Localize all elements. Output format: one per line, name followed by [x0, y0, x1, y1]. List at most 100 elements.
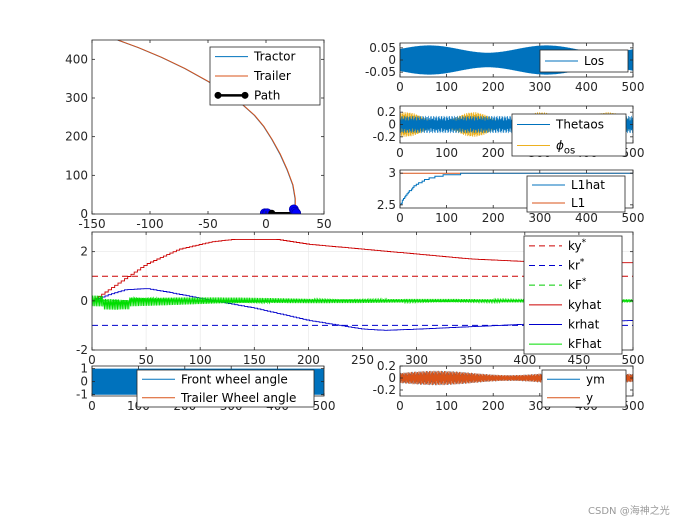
- ym-legend-label: y: [586, 391, 593, 405]
- gains-ytick-label: -2: [76, 343, 88, 357]
- gains-axes: 0 50 100 150 200 250 300 350 400 450 50020-2ky*kr*…: [76, 231, 645, 367]
- ym-axes-box: [399, 365, 634, 397]
- los-ytick-label: 0: [388, 53, 396, 67]
- legend-asterisk: *: [582, 238, 587, 248]
- trajectory-xtick-label: 50: [316, 217, 331, 231]
- trajectory-ytick-label: 0: [80, 207, 88, 221]
- thetaos-xtick-label: 500: [622, 146, 645, 160]
- wheel-legend-label: Trailer Wheel angle: [180, 391, 296, 405]
- vehicle-marker: [291, 208, 302, 214]
- ym-legend: ym y: [541, 369, 627, 408]
- wheel-legend-label: Front wheel angle: [181, 372, 288, 386]
- thetaos-legend-box: [511, 113, 627, 157]
- l1-plot: [400, 172, 633, 206]
- thetaos-ytick-label: 0: [388, 118, 396, 132]
- ym-legend-label: ym: [586, 372, 605, 386]
- gains-xtick-label: 350: [459, 353, 482, 367]
- l1-ytick-label: 3: [388, 166, 396, 180]
- gains-xtick-label: 100: [189, 353, 212, 367]
- ym-ytick-label: -0.2: [373, 383, 396, 397]
- l1-xtick-label: 400: [575, 211, 598, 225]
- trajectory-ytick-label: 200: [65, 130, 88, 144]
- l1-legend-label: L1: [571, 196, 585, 210]
- gains-axes-box: [91, 231, 634, 351]
- los-xtick-label: 0: [396, 80, 404, 94]
- trajectory-ytick-label: 100: [65, 168, 88, 182]
- l1-ytick-label: 2.5: [377, 198, 396, 212]
- los-axes-box: [399, 42, 634, 78]
- gains-xtick-label: 300: [405, 353, 428, 367]
- ym-ytick-label: 0: [388, 371, 396, 385]
- path-marker: [268, 209, 276, 214]
- path-legend-marker: [241, 91, 249, 99]
- gains-xtick-label: 500: [622, 353, 645, 367]
- los-ytick-label: 0.05: [369, 41, 396, 55]
- trajectory-xtick-label: -150: [78, 217, 105, 231]
- los-xtick-label: 200: [482, 80, 505, 94]
- l1-xtick-label: 500: [622, 211, 645, 225]
- los-legend-label: Los: [584, 54, 604, 68]
- l1-legend: L1hat L1: [526, 175, 626, 213]
- l1-xtick-label: 200: [482, 211, 505, 225]
- gains-xtick-label: 200: [297, 353, 320, 367]
- thetaos-xtick-label: 0: [396, 146, 404, 160]
- l1-axes-box: [399, 169, 634, 209]
- los-legend-box: [539, 49, 629, 73]
- gains-legend-box: [523, 235, 623, 355]
- gains-legend-label: krhat: [568, 318, 600, 332]
- legend-asterisk: *: [582, 277, 587, 287]
- thetaos-legend-label: Thetaos: [555, 118, 604, 132]
- ym-xtick-label: 500: [622, 399, 645, 413]
- trajectory-ytick-label: 400: [65, 52, 88, 66]
- thetaos-xtick-label: 200: [482, 146, 505, 160]
- l1-xtick-label: 300: [528, 211, 551, 225]
- trajectory-ytick-label: 300: [65, 91, 88, 105]
- l1-xtick-label: 100: [435, 211, 458, 225]
- trailer-trajectory-line: [117, 40, 296, 210]
- trajectory-legend: Tractor Trailer Path: [209, 46, 321, 106]
- gains-xtick-label: 0: [88, 353, 96, 367]
- gains-ytick-label: 0: [80, 294, 88, 308]
- l1-legend-box: [526, 175, 626, 213]
- kyhat-line: [92, 238, 633, 302]
- thetaos-ytick-label: -0.2: [373, 130, 396, 144]
- wheel-legend: Front wheel angle Trailer Wheel angle: [136, 369, 315, 408]
- trajectory-xtick-label: -50: [198, 217, 218, 231]
- l1-xtick-label: 0: [396, 211, 404, 225]
- trajectory-axes: -150 -100 -50 0 50 0 100 200 300 400 Tractor Traile…: [65, 39, 332, 231]
- gains-xtick-label: 400: [513, 353, 536, 367]
- los-xtick-label: 400: [575, 80, 598, 94]
- wheel-ytick-label: 1: [80, 362, 88, 376]
- los-legend: Los: [539, 49, 629, 73]
- l1-legend-label: L1hat: [571, 178, 605, 192]
- ym-xtick-label: 100: [435, 399, 458, 413]
- l1hat-line: [400, 172, 633, 206]
- trajectory-plot: [117, 40, 302, 214]
- trajectory-xtick-label: -100: [136, 217, 163, 231]
- los-xtick-label: 500: [622, 80, 645, 94]
- wheel-xtick-label: 500: [313, 399, 336, 413]
- wheel-xtick-label: 0: [88, 399, 96, 413]
- trajectory-legend-label: Path: [254, 88, 280, 102]
- legend-asterisk: *: [580, 258, 585, 268]
- path-legend-marker: [214, 91, 222, 99]
- watermark: CSDN @海神之光: [588, 504, 670, 517]
- trajectory-legend-label: Tractor: [253, 50, 295, 64]
- legend-subscript: os: [564, 146, 575, 157]
- gains-xtick-label: 250: [351, 353, 374, 367]
- gains-ytick-label: 2: [80, 245, 88, 259]
- gains-xtick-label: 150: [243, 353, 266, 367]
- los-xtick-label: 100: [435, 80, 458, 94]
- trajectory-xtick-label: 0: [262, 217, 270, 231]
- thetaos-ytick-label: 0.2: [377, 105, 396, 119]
- wheel-ytick-label: 0: [80, 375, 88, 389]
- l1-axes: 0 100 200 300 400 500 3 2.5 L1hat L1: [377, 166, 645, 225]
- ym-legend-box: [541, 369, 627, 408]
